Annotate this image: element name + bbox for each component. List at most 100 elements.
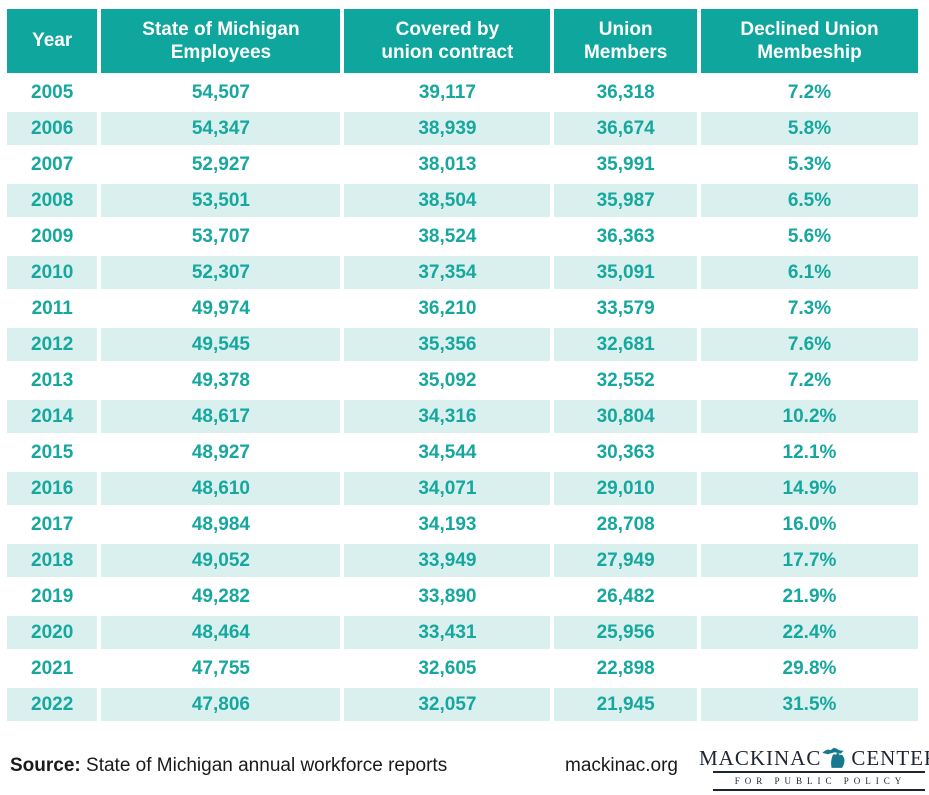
value-cell: 34,544: [344, 436, 551, 469]
year-cell: 2020: [7, 616, 98, 649]
value-cell: 32,552: [554, 364, 697, 397]
value-cell: 49,974: [101, 292, 341, 325]
value-cell: 48,610: [101, 472, 341, 505]
value-cell: 16.0%: [700, 508, 918, 541]
value-cell: 6.1%: [700, 256, 918, 289]
year-cell: 2016: [7, 472, 98, 505]
value-cell: 33,579: [554, 292, 697, 325]
value-cell: 38,504: [344, 184, 551, 217]
table-row: 2013 49,378 35,092 32,552 7.2%: [7, 364, 918, 397]
value-cell: 33,431: [344, 616, 551, 649]
value-cell: 49,378: [101, 364, 341, 397]
value-cell: 38,939: [344, 112, 551, 145]
column-header-label: Covered by: [395, 18, 500, 40]
column-header-declined-membership: Declined Union Membeship: [700, 9, 918, 73]
value-cell: 53,501: [101, 184, 341, 217]
value-cell: 14.9%: [700, 472, 918, 505]
year-cell: 2017: [7, 508, 98, 541]
value-cell: 53,707: [101, 220, 341, 253]
year-cell: 2015: [7, 436, 98, 469]
value-cell: 21.9%: [700, 580, 918, 613]
year-cell: 2008: [7, 184, 98, 217]
column-header-label: Union: [598, 18, 653, 40]
year-cell: 2014: [7, 400, 98, 433]
value-cell: 30,363: [554, 436, 697, 469]
value-cell: 36,318: [554, 76, 697, 109]
value-cell: 7.6%: [700, 328, 918, 361]
column-header-state-employees: State of Michigan Employees: [101, 9, 341, 73]
column-header-label: Employees: [170, 42, 272, 63]
value-cell: 39,117: [344, 76, 551, 109]
logo-word-right: CENTER: [851, 746, 929, 770]
value-cell: 35,991: [554, 148, 697, 181]
value-cell: 49,545: [101, 328, 341, 361]
year-cell: 2009: [7, 220, 98, 253]
value-cell: 7.3%: [700, 292, 918, 325]
value-cell: 52,307: [101, 256, 341, 289]
value-cell: 47,806: [101, 688, 341, 721]
mackinac-center-logo: MACKINAC CENTER FOR PUBLIC POLICY: [699, 742, 929, 791]
year-cell: 2010: [7, 256, 98, 289]
table-row: 2016 48,610 34,071 29,010 14.9%: [7, 472, 918, 505]
value-cell: 31.5%: [700, 688, 918, 721]
column-header-label: Members: [583, 42, 668, 63]
column-header-union-members: Union Members: [554, 9, 697, 73]
table-header-row: Year State of Michigan Employees Covered…: [7, 9, 918, 73]
year-cell: 2013: [7, 364, 98, 397]
value-cell: 5.3%: [700, 148, 918, 181]
column-header-label: State of Michigan: [142, 18, 300, 40]
table-row: 2006 54,347 38,939 36,674 5.8%: [7, 112, 918, 145]
table-row: 2011 49,974 36,210 33,579 7.3%: [7, 292, 918, 325]
logo-word-left: MACKINAC: [699, 746, 822, 770]
value-cell: 32,681: [554, 328, 697, 361]
table-row: 2018 49,052 33,949 27,949 17.7%: [7, 544, 918, 577]
table-body: 2005 54,507 39,117 36,318 7.2% 2006 54,347 38,9…: [7, 76, 918, 721]
michigan-state-icon: [822, 747, 845, 768]
table-row: 2005 54,507 39,117 36,318 7.2%: [7, 76, 918, 109]
value-cell: 21,945: [554, 688, 697, 721]
value-cell: 38,013: [344, 148, 551, 181]
value-cell: 34,071: [344, 472, 551, 505]
value-cell: 29.8%: [700, 652, 918, 685]
year-cell: 2012: [7, 328, 98, 361]
column-header-label: Year: [32, 30, 73, 52]
value-cell: 36,363: [554, 220, 697, 253]
source-text: State of Michigan annual workforce repor…: [80, 755, 448, 776]
value-cell: 5.6%: [700, 220, 918, 253]
value-cell: 35,987: [554, 184, 697, 217]
table-row: 2017 48,984 34,193 28,708 16.0%: [7, 508, 918, 541]
table-row: 2019 49,282 33,890 26,482 21.9%: [7, 580, 918, 613]
value-cell: 52,927: [101, 148, 341, 181]
value-cell: 27,949: [554, 544, 697, 577]
value-cell: 37,354: [344, 256, 551, 289]
column-header-year: Year: [7, 9, 98, 73]
column-header-label: Membeship: [757, 42, 862, 63]
value-cell: 34,316: [344, 400, 551, 433]
value-cell: 54,507: [101, 76, 341, 109]
footer: Source: State of Michigan annual workfor…: [0, 738, 929, 795]
value-cell: 26,482: [554, 580, 697, 613]
value-cell: 38,524: [344, 220, 551, 253]
logo-tagline: FOR PUBLIC POLICY: [713, 773, 925, 791]
value-cell: 28,708: [554, 508, 697, 541]
column-header-covered-by-contract: Covered by union contract: [344, 9, 551, 73]
value-cell: 17.7%: [700, 544, 918, 577]
value-cell: 48,464: [101, 616, 341, 649]
value-cell: 32,605: [344, 652, 551, 685]
website-text: mackinac.org: [565, 755, 678, 776]
year-cell: 2019: [7, 580, 98, 613]
table-row: 2022 47,806 32,057 21,945 31.5%: [7, 688, 918, 721]
table-row: 2020 48,464 33,431 25,956 22.4%: [7, 616, 918, 649]
year-cell: 2007: [7, 148, 98, 181]
value-cell: 25,956: [554, 616, 697, 649]
value-cell: 33,949: [344, 544, 551, 577]
table-row: 2007 52,927 38,013 35,991 5.3%: [7, 148, 918, 181]
table-row: 2009 53,707 38,524 36,363 5.6%: [7, 220, 918, 253]
value-cell: 35,092: [344, 364, 551, 397]
column-header-label: Declined Union: [740, 18, 879, 40]
year-cell: 2006: [7, 112, 98, 145]
value-cell: 33,890: [344, 580, 551, 613]
value-cell: 49,282: [101, 580, 341, 613]
logo-wordmark: MACKINAC CENTER: [699, 742, 929, 773]
value-cell: 12.1%: [700, 436, 918, 469]
